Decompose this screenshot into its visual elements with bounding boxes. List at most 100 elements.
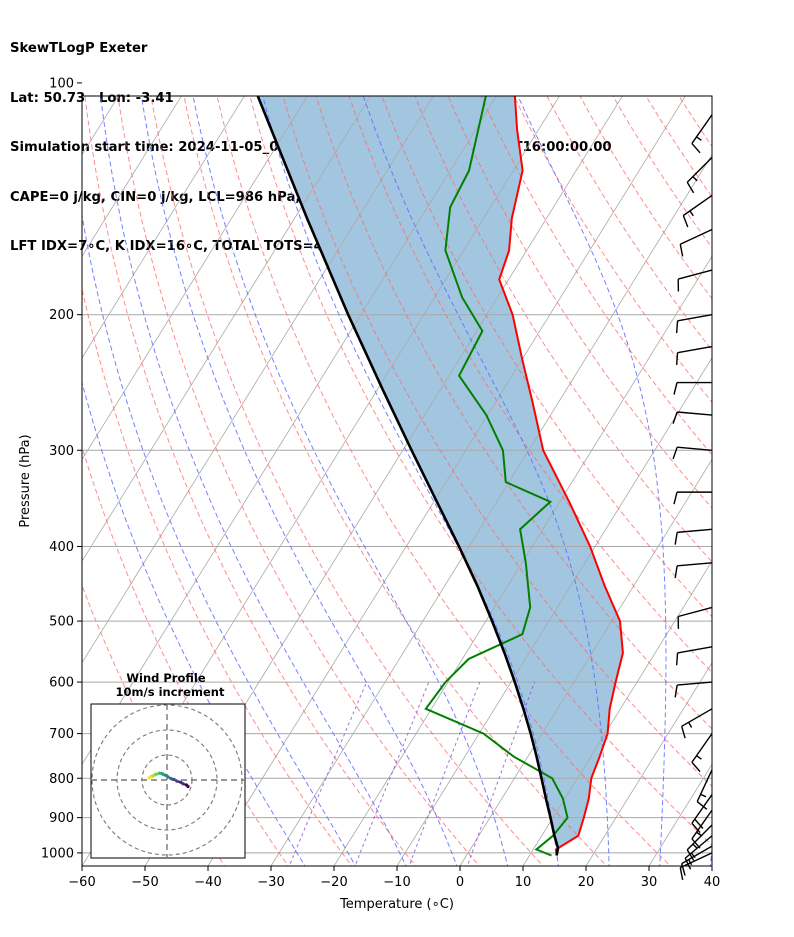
hodograph-point [163, 773, 168, 777]
y-axis-label: Pressure (hPa) [18, 434, 33, 527]
dry-adiabat [150, 96, 544, 866]
y-tick-label: 600 [49, 676, 74, 691]
x-tick-label: −50 [131, 875, 158, 890]
isotherm-line [585, 662, 712, 866]
hodograph-point [179, 780, 183, 784]
wind-barb [674, 528, 713, 545]
isotherm-line [459, 458, 712, 866]
wind-barb-shaft [678, 269, 713, 280]
wind-barb-half-feather [692, 843, 698, 849]
wind-barb [679, 852, 713, 880]
parcel-line [256, 96, 560, 856]
dry-adiabat [183, 96, 608, 866]
wind-barb-shaft [677, 411, 713, 416]
wind-barb-feather [679, 244, 684, 257]
wind-barb [673, 381, 712, 395]
wind-barb-shaft [696, 769, 713, 802]
wind-barb [691, 794, 713, 834]
x-tick-label: 0 [456, 875, 464, 890]
moist-adiabat [709, 844, 712, 866]
wind-barb-shaft [691, 809, 713, 840]
moist-adiabat [82, 212, 356, 866]
moist-adiabat [262, 96, 559, 866]
wind-barb-shaft [677, 345, 713, 354]
hodograph-point [166, 775, 170, 779]
isotherm-line [648, 763, 712, 866]
wind-barb [672, 411, 713, 424]
hodograph-plot [91, 704, 245, 858]
x-axis-label: Temperature (∘C) [339, 897, 454, 912]
y-tick-label: 200 [49, 308, 74, 323]
hodograph-point [169, 776, 173, 781]
moist-adiabat [192, 96, 509, 866]
x-tick-label: 40 [704, 875, 721, 890]
dry-adiabat [678, 96, 712, 148]
x-tick-label: −30 [257, 875, 284, 890]
y-tick-label: 900 [49, 811, 74, 826]
mixing-ratio-line [466, 681, 536, 866]
dry-adiabat [513, 96, 712, 403]
x-tick-label: 30 [641, 875, 658, 890]
wind-barb [686, 824, 713, 861]
x-tick-label: −10 [383, 875, 410, 890]
x-tick-label: 20 [578, 875, 595, 890]
hodograph-point [175, 779, 179, 783]
wind-barb-shaft [677, 681, 713, 686]
isotherm-line [711, 865, 712, 866]
wind-barb [677, 269, 713, 292]
dry-adiabat [249, 96, 712, 846]
wind-barb-feather [694, 818, 704, 829]
wind-barb-shaft [686, 824, 713, 851]
dry-adiabat [117, 96, 481, 866]
mixing-ratio-line [354, 681, 430, 866]
wind-barb-half-feather [700, 793, 707, 798]
hodograph-point [184, 783, 189, 787]
hodograph-point [147, 776, 151, 780]
dry-adiabat [769, 83, 794, 869]
isotherm-line [0, 83, 1, 866]
wind-barb [679, 228, 713, 257]
wind-barb-feather [674, 565, 678, 579]
x-tick-label: 10 [515, 875, 532, 890]
dewpoint-line [424, 96, 569, 857]
wind-barb-feather [674, 685, 678, 698]
wind-barb [674, 681, 713, 698]
isotherm-line [522, 560, 712, 866]
wind-barb-shaft [677, 528, 713, 534]
isotherm-line [270, 153, 712, 866]
isotherm-line [82, 96, 308, 461]
hodograph-title: Wind Profile [126, 671, 206, 685]
dry-adiabat [82, 445, 289, 866]
wind-barb-feather [691, 838, 701, 849]
moist-adiabat [362, 96, 610, 866]
wind-barb [691, 114, 713, 154]
dry-adiabat [645, 96, 712, 198]
wind-barb [672, 446, 713, 460]
wind-barb-shaft [691, 114, 713, 144]
mixing-ratio-line [408, 681, 481, 866]
wind-barb [691, 809, 713, 849]
wind-barb-half-feather [688, 859, 693, 866]
wind-barb-feather [679, 867, 684, 880]
isotherm-line [396, 357, 712, 866]
wind-barb-feather [672, 446, 678, 460]
wind-barb-feather [675, 652, 679, 666]
wind-barb [691, 733, 713, 773]
hodograph-subtitle: 10m/s increment [116, 685, 225, 699]
hodograph-point [172, 777, 176, 782]
wind-barb-half-feather [696, 831, 702, 837]
hodograph-point [157, 771, 162, 775]
wind-barb [675, 646, 713, 666]
dry-adiabat [736, 83, 794, 869]
wind-barb-shaft [677, 562, 713, 567]
y-tick-label: 100 [49, 76, 74, 91]
isotherm-line [207, 96, 686, 866]
wind-barb-shaft [678, 606, 713, 618]
wind-barb-shaft [677, 646, 713, 654]
mixing-ratio-line [288, 681, 368, 866]
y-tick-label: 400 [49, 540, 74, 555]
isotherm-line [333, 255, 712, 866]
wind-barb-feather [686, 849, 695, 861]
isotherm-line [82, 96, 182, 258]
